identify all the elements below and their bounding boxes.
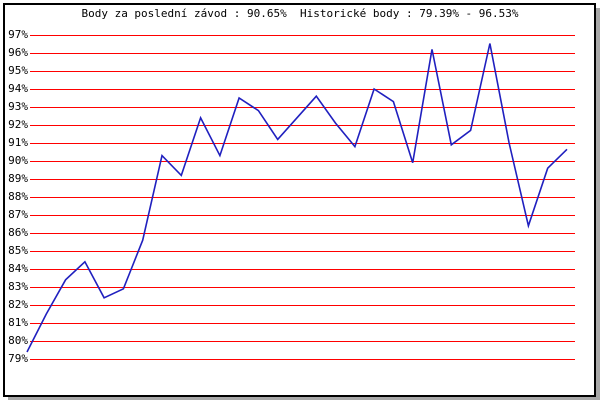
y-axis-label: 91% <box>8 136 28 149</box>
panel-shadow-bottom <box>8 396 600 400</box>
data-line-body-history <box>26 43 568 353</box>
y-axis-label: 82% <box>8 298 28 311</box>
y-axis-label: 90% <box>8 154 28 167</box>
y-axis-label: 97% <box>8 28 28 41</box>
y-axis-label: 84% <box>8 262 28 275</box>
y-axis-label: 92% <box>8 118 28 131</box>
y-axis-label: 83% <box>8 280 28 293</box>
chart-title: Body za poslední závod : 90.65% Historic… <box>81 7 519 20</box>
y-axis-label: 95% <box>8 64 28 77</box>
y-axis-label: 94% <box>8 82 28 95</box>
panel-shadow-right <box>596 8 600 400</box>
y-axis-label: 85% <box>8 244 28 257</box>
y-axis-label: 79% <box>8 352 28 365</box>
y-axis-label: 89% <box>8 172 28 185</box>
y-axis-label: 86% <box>8 226 28 239</box>
y-axis-label: 88% <box>8 190 28 203</box>
y-axis-label: 81% <box>8 316 28 329</box>
y-axis-label: 87% <box>8 208 28 221</box>
y-axis-label: 96% <box>8 46 28 59</box>
y-axis-label: 80% <box>8 334 28 347</box>
y-axis-label: 93% <box>8 100 28 113</box>
